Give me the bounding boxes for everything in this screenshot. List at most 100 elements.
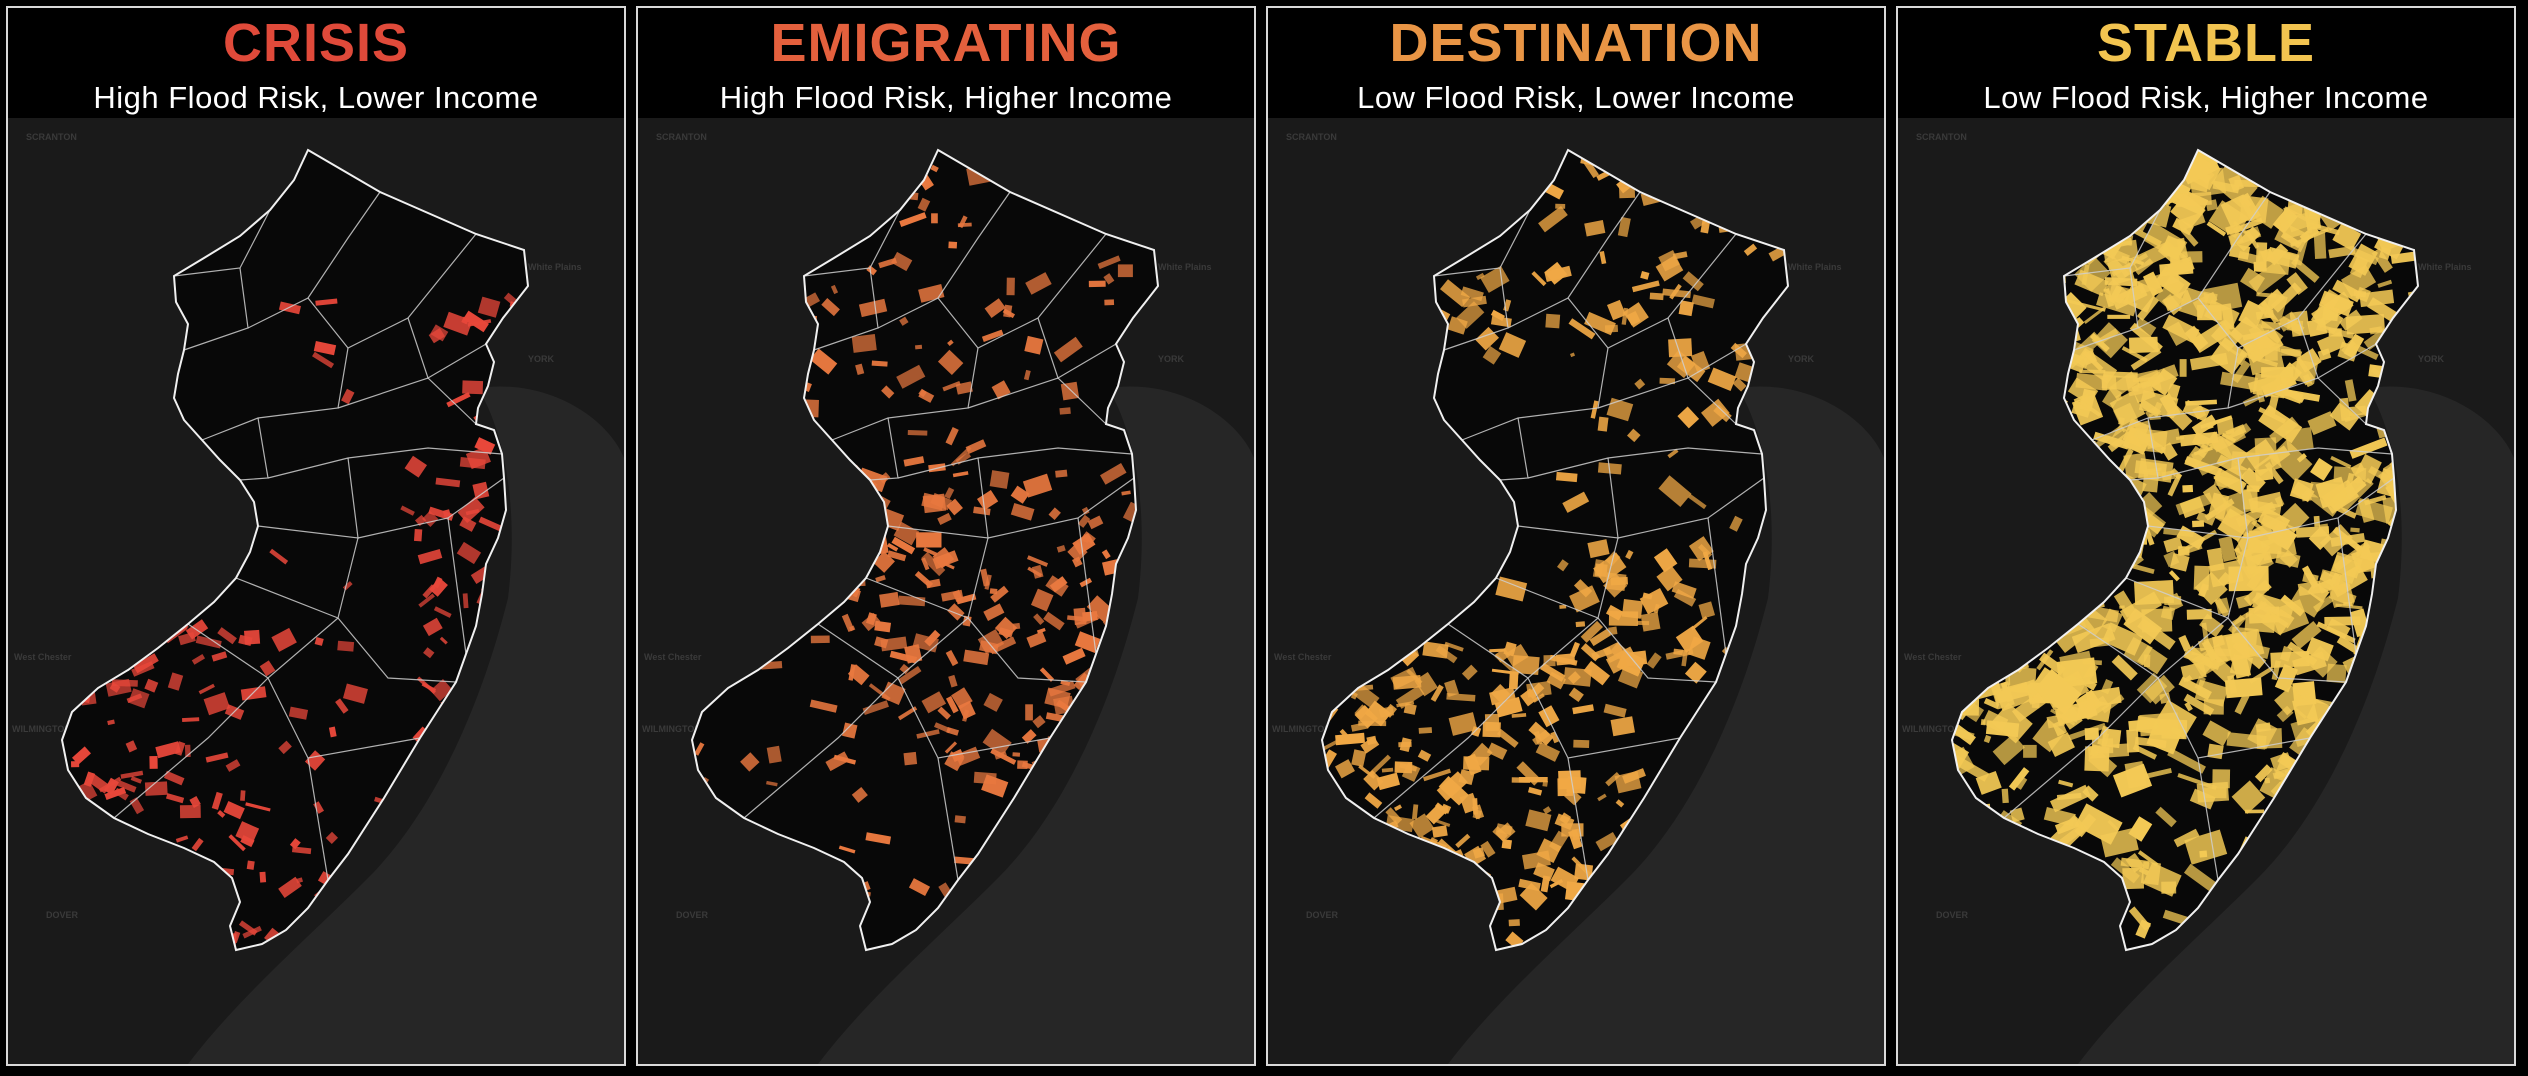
category-patch	[2166, 404, 2193, 431]
category-patch	[2420, 233, 2453, 256]
category-patch	[1952, 333, 1985, 361]
category-patch	[2392, 183, 2407, 198]
category-patch	[1976, 514, 1992, 533]
category-patch	[414, 514, 427, 527]
category-patch	[1981, 279, 2003, 289]
category-patch	[752, 159, 774, 170]
county-border	[337, 377, 477, 425]
category-patch	[1990, 681, 2015, 710]
category-patch	[1605, 771, 1621, 787]
category-patch	[2167, 748, 2206, 774]
category-patch	[1062, 647, 1086, 665]
category-patch	[1621, 599, 1643, 619]
category-patch	[2085, 541, 2118, 573]
category-patch	[2201, 639, 2219, 662]
category-patch	[1608, 626, 1618, 636]
category-patch	[2044, 543, 2061, 562]
category-patch	[1995, 150, 2024, 159]
category-patch	[502, 356, 524, 378]
category-patch	[1993, 150, 2031, 173]
category-patch	[2364, 150, 2389, 173]
category-patch	[1985, 643, 2016, 674]
category-patch	[983, 603, 1005, 621]
category-patch	[2251, 592, 2276, 616]
category-patch	[2425, 197, 2443, 216]
category-patch	[1330, 263, 1345, 275]
category-patch	[1394, 804, 1402, 812]
category-patch	[1964, 193, 2000, 227]
category-patch	[2137, 850, 2159, 867]
category-patch	[990, 585, 1009, 603]
category-patch	[2166, 321, 2189, 346]
category-patch	[2078, 493, 2085, 499]
category-patch	[2313, 515, 2321, 527]
category-patch	[2047, 307, 2066, 331]
category-patch	[99, 826, 114, 841]
category-patch	[954, 815, 966, 824]
category-patch	[2014, 222, 2037, 247]
category-patch	[368, 825, 390, 840]
category-patch	[768, 246, 781, 259]
category-patch	[934, 722, 951, 734]
category-patch	[1953, 505, 1969, 527]
category-patch	[763, 588, 782, 608]
category-patch	[2414, 157, 2418, 167]
category-patch	[2064, 331, 2103, 369]
category-patch	[766, 150, 790, 162]
category-patch	[779, 282, 806, 297]
category-patch	[983, 692, 1003, 712]
county-border	[1373, 677, 1529, 819]
category-patch	[160, 849, 178, 869]
category-patch	[2082, 785, 2099, 802]
category-patch	[1398, 741, 1412, 748]
category-patch	[1608, 872, 1621, 888]
category-patch	[846, 152, 867, 171]
category-patch	[1732, 377, 1747, 392]
category-patch	[2065, 563, 2106, 601]
category-patch	[1328, 938, 1356, 950]
county-border	[2003, 677, 2159, 819]
category-patch	[809, 699, 838, 713]
category-patch	[77, 886, 97, 901]
category-patch	[1532, 693, 1545, 703]
category-patch	[1583, 159, 1599, 179]
category-patch	[2118, 163, 2138, 183]
category-patch	[2075, 373, 2109, 391]
category-patch	[1024, 335, 1044, 355]
category-patch	[861, 510, 877, 526]
category-patch	[1952, 280, 1978, 294]
category-patch	[1993, 290, 2026, 320]
category-patch	[981, 329, 1004, 342]
category-patch	[962, 615, 972, 627]
category-patch	[2264, 777, 2271, 784]
category-patch	[2407, 372, 2418, 387]
category-patch	[736, 370, 760, 389]
category-patch	[2060, 530, 2087, 543]
category-patch	[144, 781, 168, 796]
category-patch	[2107, 284, 2131, 305]
category-patch	[2371, 191, 2401, 219]
category-patch	[2056, 657, 2098, 688]
category-patch	[1322, 736, 1345, 752]
category-patch	[2048, 456, 2084, 491]
category-patch	[2072, 582, 2096, 601]
category-patch	[2000, 468, 2037, 505]
category-patch	[2161, 881, 2177, 894]
county-border	[1597, 617, 1717, 683]
category-patch	[2207, 424, 2214, 430]
category-patch	[2260, 610, 2289, 636]
category-patch	[198, 683, 215, 695]
city-label-west_chester: West Chester	[644, 652, 702, 662]
category-patch	[417, 548, 443, 565]
category-patch	[2310, 457, 2333, 481]
category-patch	[1662, 288, 1691, 299]
category-patch	[1059, 407, 1071, 415]
county-border	[2227, 617, 2347, 683]
category-patch	[1072, 556, 1083, 568]
category-patch	[781, 914, 791, 933]
category-patch	[963, 649, 990, 666]
category-patch	[1568, 829, 1583, 850]
category-patch	[430, 678, 453, 702]
category-patch	[2393, 218, 2414, 237]
category-patch	[1460, 927, 1475, 942]
